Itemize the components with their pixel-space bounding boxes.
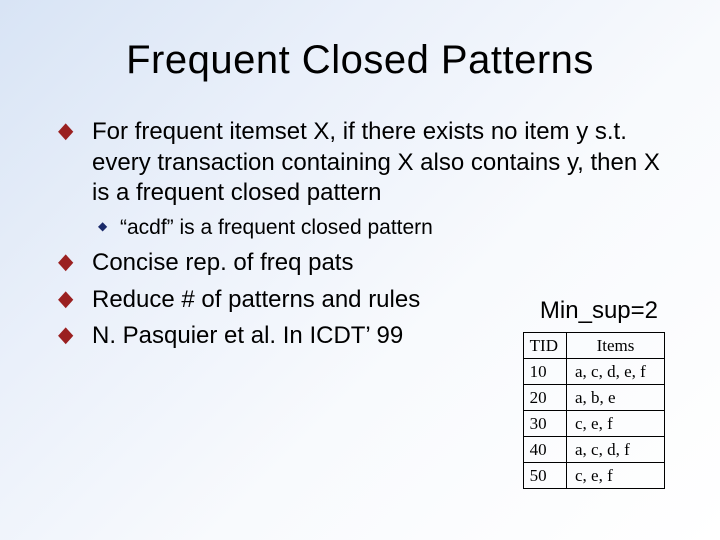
col-header-items: Items [567,333,665,359]
table-row: 50 c, e, f [523,463,664,489]
table-row: 30 c, e, f [523,411,664,437]
cell-items: a, c, d, e, f [567,359,665,385]
cell-tid: 40 [523,437,566,463]
min-sup-label: Min_sup=2 [540,297,658,325]
lower-bullets-group: Concise rep. of freq pats Reduce # of pa… [58,248,488,352]
cell-items: a, b, e [567,385,665,411]
cell-tid: 50 [523,463,566,489]
bullet-reduce: Reduce # of patterns and rules [58,285,488,316]
table-row: 10 a, c, d, e, f [523,359,664,385]
cell-items: c, e, f [567,463,665,489]
bullet-concise: Concise rep. of freq pats [58,248,488,279]
cell-tid: 30 [523,411,566,437]
transactions-table: TID Items 10 a, c, d, e, f 20 a, b, e 30… [523,332,665,489]
transactions-table-wrap: TID Items 10 a, c, d, e, f 20 a, b, e 30… [523,332,665,489]
bullet-citation: N. Pasquier et al. In ICDT’ 99 [58,321,488,352]
slide: Frequent Closed Patterns For frequent it… [0,0,720,540]
cell-items: a, c, d, f [567,437,665,463]
cell-tid: 10 [523,359,566,385]
sub-bullet-example: “acdf” is a frequent closed pattern [58,215,662,242]
bullet-definition: For frequent itemset X, if there exists … [58,117,662,209]
table-row: 20 a, b, e [523,385,664,411]
slide-title: Frequent Closed Patterns [58,38,662,83]
cell-tid: 20 [523,385,566,411]
table-row: 40 a, c, d, f [523,437,664,463]
table-header-row: TID Items [523,333,664,359]
cell-items: c, e, f [567,411,665,437]
col-header-tid: TID [523,333,566,359]
